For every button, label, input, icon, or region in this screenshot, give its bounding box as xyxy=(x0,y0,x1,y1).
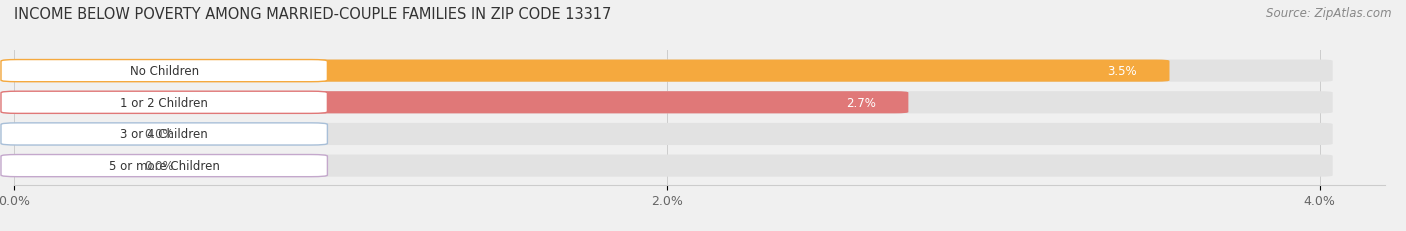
Text: 3.5%: 3.5% xyxy=(1108,65,1137,78)
FancyBboxPatch shape xyxy=(1,60,1170,82)
FancyBboxPatch shape xyxy=(1,155,328,177)
Text: 1 or 2 Children: 1 or 2 Children xyxy=(121,96,208,109)
Text: Source: ZipAtlas.com: Source: ZipAtlas.com xyxy=(1267,7,1392,20)
FancyBboxPatch shape xyxy=(1,60,328,82)
FancyBboxPatch shape xyxy=(1,92,328,114)
FancyBboxPatch shape xyxy=(4,124,128,145)
FancyBboxPatch shape xyxy=(4,155,128,177)
Text: 0.0%: 0.0% xyxy=(145,128,174,141)
Text: 2.7%: 2.7% xyxy=(846,96,876,109)
Text: INCOME BELOW POVERTY AMONG MARRIED-COUPLE FAMILIES IN ZIP CODE 13317: INCOME BELOW POVERTY AMONG MARRIED-COUPL… xyxy=(14,7,612,22)
FancyBboxPatch shape xyxy=(1,92,908,114)
Text: 0.0%: 0.0% xyxy=(145,159,174,172)
Text: 3 or 4 Children: 3 or 4 Children xyxy=(121,128,208,141)
Text: 5 or more Children: 5 or more Children xyxy=(108,159,219,172)
Text: No Children: No Children xyxy=(129,65,198,78)
FancyBboxPatch shape xyxy=(1,123,1333,145)
FancyBboxPatch shape xyxy=(1,92,1333,114)
FancyBboxPatch shape xyxy=(1,155,1333,177)
FancyBboxPatch shape xyxy=(1,60,1333,82)
FancyBboxPatch shape xyxy=(1,123,328,145)
